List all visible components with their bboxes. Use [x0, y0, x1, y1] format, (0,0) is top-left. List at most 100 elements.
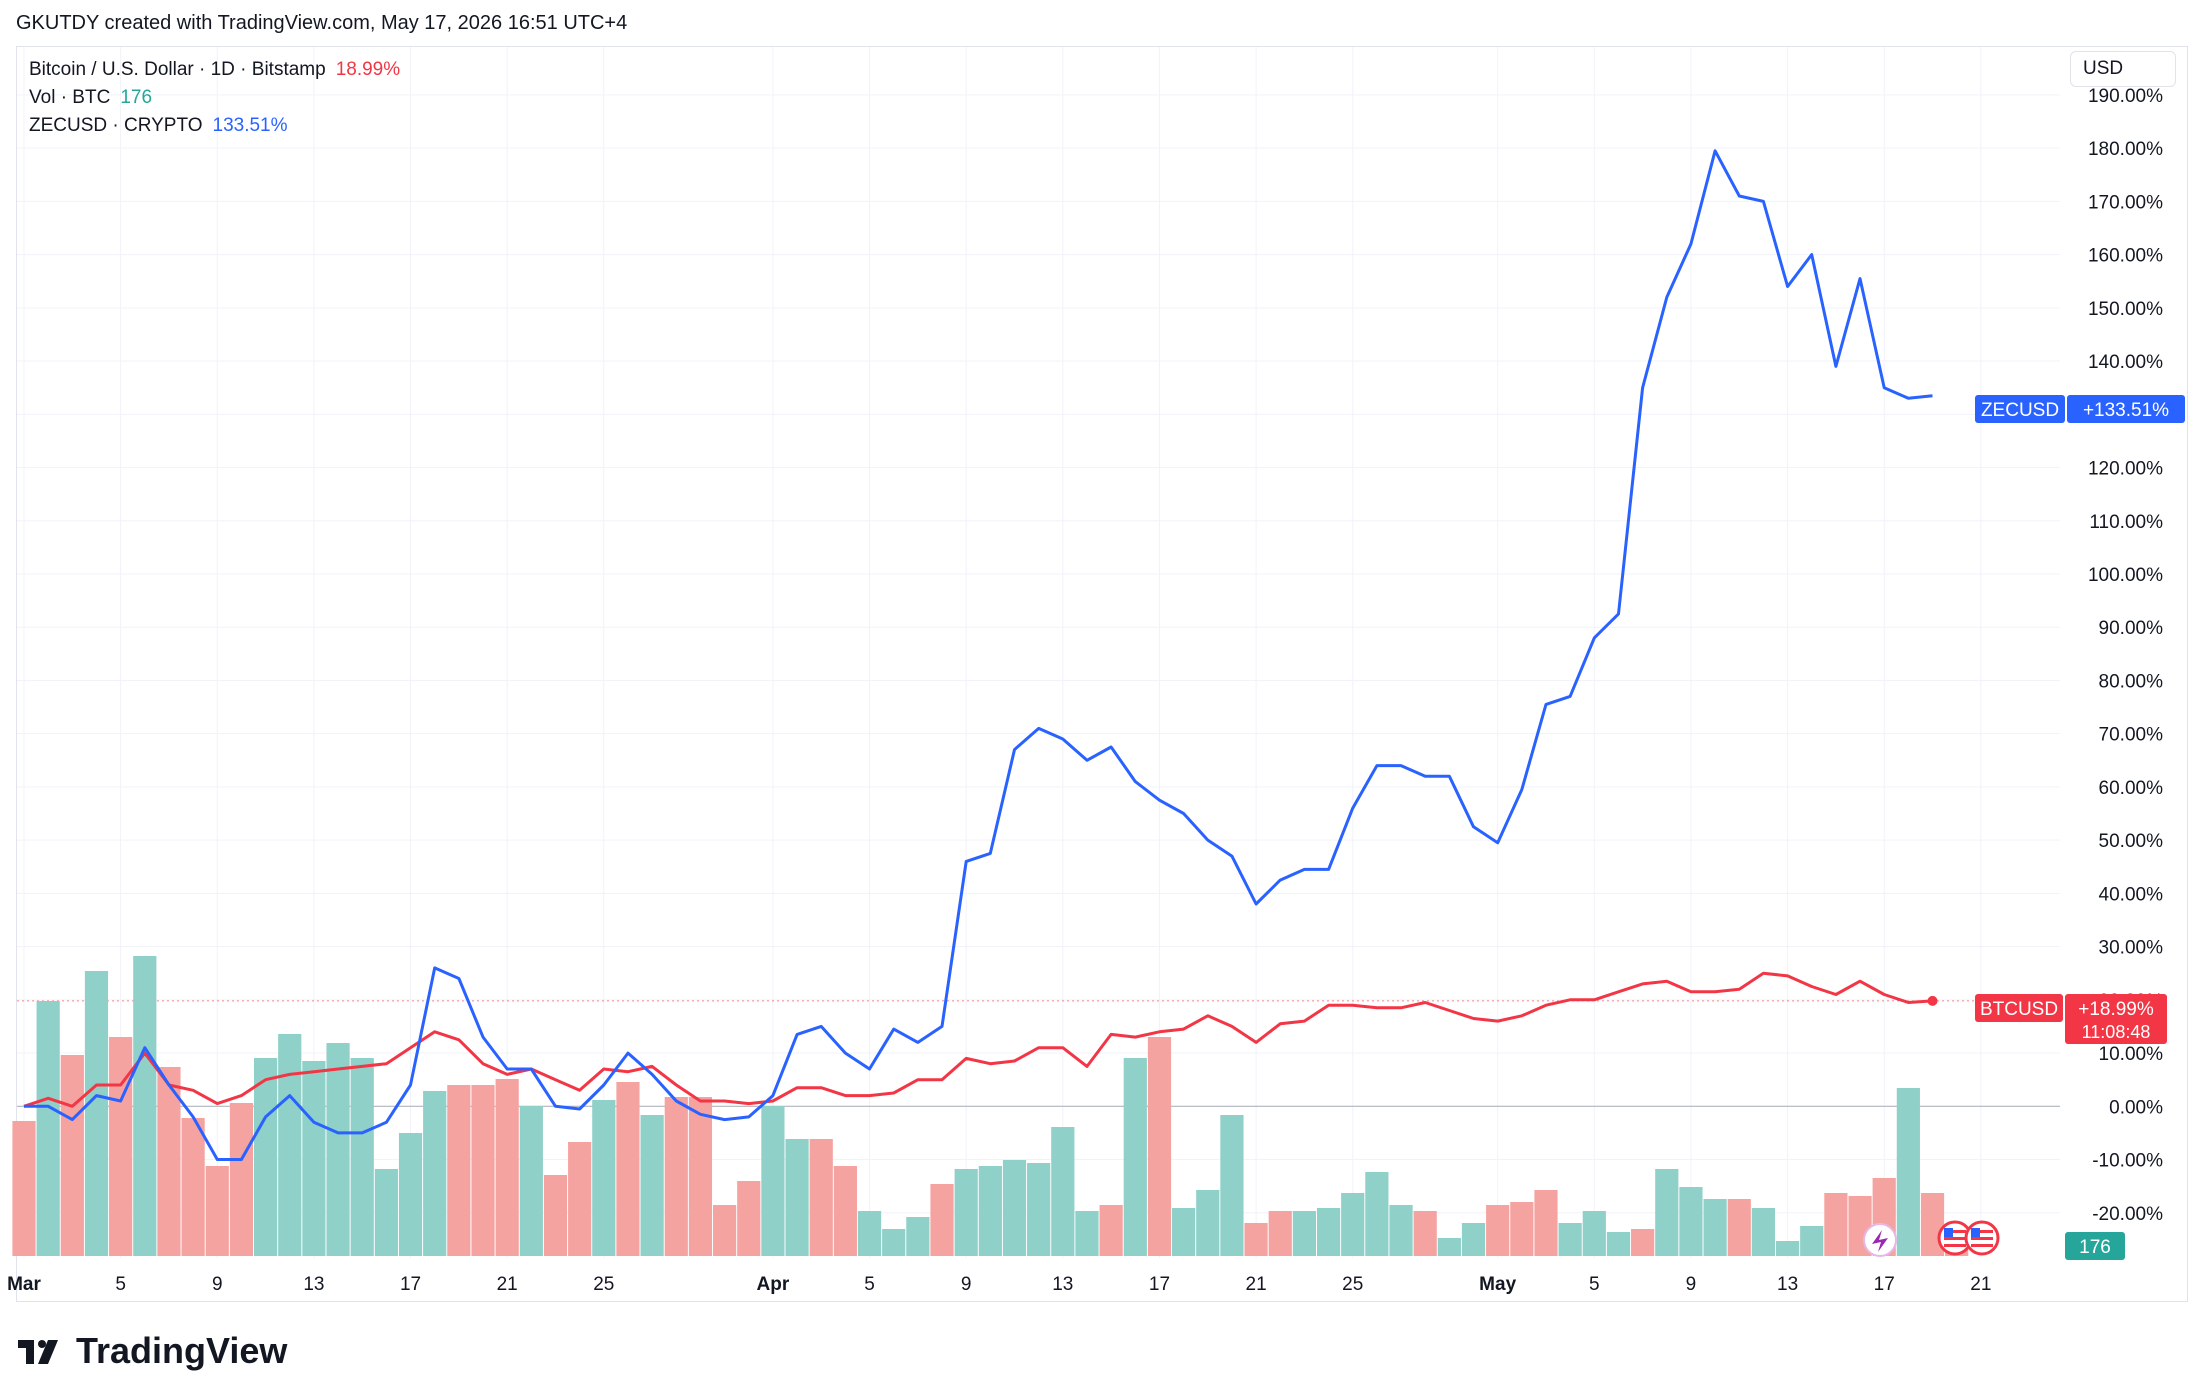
legend-zec-label: ZECUSD · CRYPTO	[29, 115, 203, 136]
currency-button[interactable]: USD	[2070, 51, 2176, 87]
y-tick-label: 150.00%	[2088, 299, 2163, 320]
volume-bar	[1244, 1223, 1268, 1256]
legend-row-btc[interactable]: Bitcoin / U.S. Dollar · 1D · Bitstamp 18.…	[29, 56, 400, 84]
volume-bar	[302, 1061, 326, 1256]
volume-bar	[398, 1133, 423, 1256]
volume-bar	[1486, 1205, 1510, 1256]
x-tick-label: 13	[1777, 1274, 1798, 1295]
price-badges: ZECUSD +133.51% BTCUSD +18.99% 11:08:48 …	[1975, 395, 2185, 1260]
volume-bar	[1582, 1211, 1606, 1256]
volume-bar	[1027, 1163, 1051, 1256]
x-tick-label: May	[1479, 1274, 1516, 1295]
y-tick-label: 170.00%	[2088, 192, 2163, 213]
volume-bar	[1437, 1238, 1461, 1256]
price-chart[interactable]: 190.00%180.00%170.00%160.00%150.00%140.0…	[0, 0, 2205, 1310]
y-tick-label: 100.00%	[2088, 565, 2163, 586]
y-tick-label: 0.00%	[2109, 1097, 2163, 1118]
volume-bar	[809, 1139, 833, 1256]
btc-name-badge	[1975, 994, 2063, 1022]
volume-bar	[688, 1097, 713, 1256]
volume-bar	[1316, 1208, 1341, 1256]
zec-name-badge-text: ZECUSD	[1981, 400, 2059, 421]
legend-row-zec[interactable]: ZECUSD · CRYPTO 133.51%	[29, 112, 400, 140]
volume-bar	[1268, 1211, 1292, 1256]
volume-bar	[278, 1034, 302, 1256]
x-tick-label: 21	[1970, 1274, 1991, 1295]
vol-value-badge	[2065, 1232, 2125, 1260]
y-tick-label: 120.00%	[2088, 459, 2163, 480]
volume-bar	[1413, 1211, 1437, 1256]
y-tick-label: 50.00%	[2099, 831, 2164, 852]
volume-bar	[833, 1166, 857, 1256]
volume-bar	[664, 1097, 688, 1256]
vol-value-badge-text: 176	[2079, 1237, 2111, 1258]
x-tick-label: 13	[1052, 1274, 1073, 1295]
volume-bar	[1147, 1037, 1172, 1256]
tradingview-brand[interactable]: TradingView	[18, 1330, 287, 1372]
btc-name-badge-text: BTCUSD	[1980, 999, 2058, 1020]
y-tick-label: 140.00%	[2088, 352, 2163, 373]
volume-bar	[1775, 1241, 1800, 1256]
volume-bar	[1123, 1058, 1147, 1256]
x-tick-label: Mar	[7, 1274, 41, 1295]
y-tick-label: -10.00%	[2092, 1151, 2163, 1172]
y-tick-label: 180.00%	[2088, 139, 2163, 160]
volume-bar	[1631, 1229, 1655, 1256]
us-flag-icon[interactable]	[1964, 1220, 2000, 1256]
volume-bar	[60, 1055, 84, 1256]
volume-bar	[616, 1082, 640, 1256]
volume-bar	[1679, 1187, 1703, 1256]
volume-bar	[1606, 1232, 1631, 1256]
y-tick-label: 110.00%	[2089, 512, 2163, 533]
x-tick-label: 17	[1874, 1274, 1895, 1295]
legend-vol-label: Vol · BTC	[29, 87, 111, 108]
volume-bar	[1341, 1193, 1365, 1256]
series-lines	[23, 149, 1938, 1161]
chart-frame	[16, 46, 2188, 1302]
volume-bar	[1727, 1199, 1751, 1256]
y-tick-label: 10.00%	[2099, 1044, 2164, 1065]
volume-bar	[374, 1169, 398, 1256]
y-tick-label: 60.00%	[2099, 778, 2164, 799]
chart-legend: Bitcoin / U.S. Dollar · 1D · Bitstamp 18.…	[29, 56, 400, 140]
volume-bar	[519, 1106, 543, 1256]
zec-value-badge-text: +133.51%	[2083, 400, 2169, 421]
volume-bar	[253, 1058, 278, 1256]
volume-bar	[1172, 1208, 1196, 1256]
volume-bar	[978, 1166, 1002, 1256]
volume-bar	[1292, 1211, 1316, 1256]
legend-btc-value: 18.99%	[335, 59, 401, 80]
x-tick-label: 5	[1589, 1274, 1600, 1295]
zec-name-badge	[1975, 395, 2065, 423]
x-tick-label: 9	[212, 1274, 223, 1295]
volume-bar	[1534, 1190, 1558, 1256]
volume-bar	[954, 1169, 978, 1256]
volume-bar	[1389, 1205, 1413, 1256]
volume-bar	[785, 1139, 809, 1256]
x-tick-label: 13	[303, 1274, 324, 1295]
x-tick-label: 25	[1342, 1274, 1363, 1295]
volume-bar	[592, 1100, 616, 1256]
x-tick-label: 9	[1686, 1274, 1697, 1295]
x-tick-label: 5	[864, 1274, 875, 1295]
x-axis[interactable]: Mar 5 9 13 17 21 25 Apr 5 9 13 17 21 25 May 5 9 13 17 21	[7, 1274, 1991, 1295]
x-tick-label: 25	[593, 1274, 614, 1295]
volume-bar	[133, 956, 157, 1256]
x-tick-label: 9	[961, 1274, 972, 1295]
volume-bar	[229, 1103, 254, 1256]
y-tick-label: 80.00%	[2099, 671, 2164, 692]
btc-value-badge	[2065, 994, 2167, 1044]
volume-bar	[326, 1043, 350, 1256]
y-axis[interactable]: 190.00% 180.00% 170.00% 160.00% 150.00% 140.0…	[2088, 86, 2163, 1225]
volume-bar	[1558, 1223, 1582, 1256]
btcusd-line	[23, 971, 1933, 1108]
legend-row-vol[interactable]: Vol · BTC 176	[29, 84, 400, 112]
volume-bar	[1824, 1193, 1848, 1256]
y-tick-label: 90.00%	[2099, 618, 2164, 639]
volume-bar	[1510, 1202, 1534, 1256]
volume-bar	[157, 1067, 181, 1256]
dividend-event-icon[interactable]	[1863, 1223, 1897, 1257]
legend-btc-label: Bitcoin / U.S. Dollar · 1D · Bitstamp	[29, 59, 326, 80]
tradingview-logo-icon	[18, 1340, 58, 1364]
volume-bar	[109, 1037, 133, 1256]
